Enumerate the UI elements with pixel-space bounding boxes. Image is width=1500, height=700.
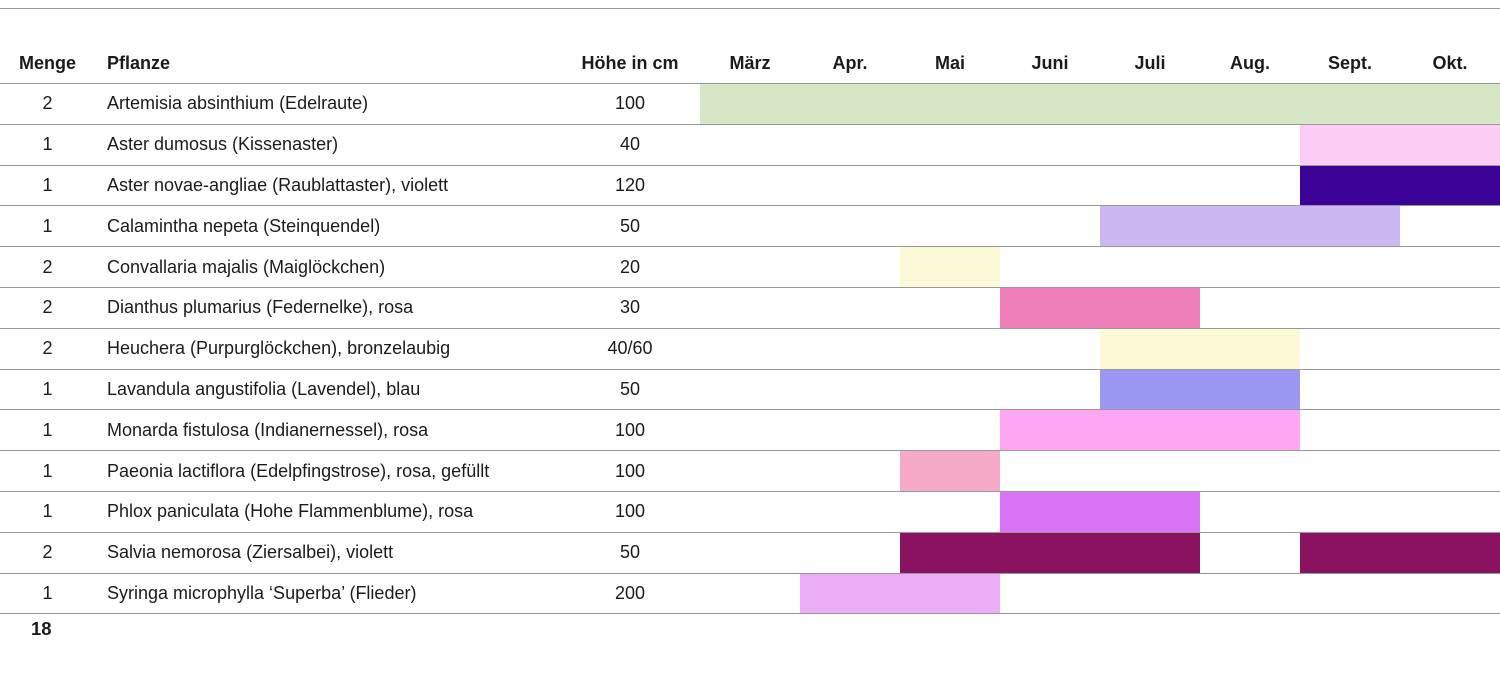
table-row: 2 Convallaria majalis (Maiglöckchen) 20 [0,247,1500,288]
cell-hoehe: 100 [614,93,646,114]
cell-pflanze: Lavandula angustifolia (Lavendel), blau [107,378,421,399]
cell-pflanze: Convallaria majalis (Maiglöckchen) [107,256,386,277]
month-header-4: Juni [1031,53,1069,73]
cell-hoehe: 100 [614,460,646,481]
bloom-bar [1100,328,1300,369]
cell-hoehe: 30 [619,297,641,318]
month-header-8: Okt. [1432,53,1468,73]
cell-menge: 1 [42,134,53,155]
bloom-bars-track [700,328,1500,369]
cell-pflanze: Calamintha nepeta (Steinquendel) [107,215,381,236]
table-row: 2 Artemisia absinthium (Edelraute) 100 [0,84,1500,125]
bloom-bar [1000,287,1200,328]
bloom-bars-track [700,287,1500,328]
cell-menge: 2 [42,93,53,114]
bloom-bars-track [700,206,1500,247]
cell-hoehe: 50 [619,542,641,563]
cell-pflanze: Syringa microphylla ‘Superba’ (Flieder) [107,582,417,603]
plant-bloom-table: Menge Pflanze Höhe in cm März Apr. Mai Juni… [0,9,1500,615]
cell-menge: 1 [42,174,53,195]
cell-hoehe: 50 [619,378,641,399]
bloom-bars-track [700,84,1500,124]
bloom-bar [900,532,1200,573]
table-row: 2 Dianthus plumarius (Federnelke), rosa 30 [0,287,1500,329]
month-header-3: Mai [934,53,965,73]
cell-menge: 2 [42,338,53,359]
cell-pflanze: Artemisia absinthium (Edelraute) [107,93,369,114]
table-row: 1 Phlox paniculata (Hohe Flammenblume), r… [0,491,1500,533]
bloom-bars-track [700,491,1500,532]
cell-pflanze: Monarda fistulosa (Indianernessel), rosa [107,419,429,440]
table-header-row: Menge Pflanze Höhe in cm März Apr. Mai Juni… [0,9,1500,84]
table-row: 1 Aster dumosus (Kissenaster) 40 [0,124,1500,166]
cell-pflanze: Phlox paniculata (Hohe Flammenblume), ro… [107,501,474,522]
table-row: 1 Aster novae-angliae (Raublattaster), vi… [0,165,1500,207]
table-row: 1 Monarda fistulosa (Indianernessel), ros… [0,410,1500,452]
table-row: 1 Syringa microphylla ‘Superba’ (Flieder)… [0,573,1500,615]
cell-hoehe: 100 [614,501,646,522]
cell-menge: 1 [42,460,53,481]
bloom-bars-track [700,247,1500,287]
cell-menge: 1 [42,378,53,399]
month-header-1: März [729,53,771,73]
bloom-bars-track [700,410,1500,451]
bloom-bar [1100,206,1400,247]
cell-pflanze: Salvia nemorosa (Ziersalbei), violett [107,542,394,563]
cell-hoehe: 200 [614,582,646,603]
bloom-bars-track [700,451,1500,491]
bloom-bar [1300,532,1500,573]
bloom-bar [1300,124,1500,165]
bloom-bars-track [700,532,1500,573]
page-number: 18 [31,618,52,639]
bloom-bars-track [700,165,1500,206]
month-header-2: Apr. [832,53,868,73]
bloom-bar [700,84,1500,124]
bloom-bar [1000,491,1200,532]
table-body: 2 Artemisia absinthium (Edelraute) 100 1 Ast… [0,84,1500,615]
table-row: 2 Heuchera (Purpurglöckchen), bronzelaubi… [0,328,1500,370]
bloom-bars-track [700,124,1500,165]
cell-pflanze: Aster dumosus (Kissenaster) [107,134,339,155]
cell-hoehe: 100 [614,419,646,440]
bloom-bars-track [700,573,1500,614]
bloom-bar [900,247,1000,287]
month-header-cells: März Apr. Mai Juni Juli Aug. Sept. Okt. [700,53,1500,74]
table-row: 2 Salvia nemorosa (Ziersalbei), violett 50 [0,532,1500,574]
cell-menge: 2 [42,297,53,318]
cell-pflanze: Paeonia lactiflora (Edelpfingstrose), ro… [107,460,490,481]
bloom-bars-track [700,369,1500,410]
month-header-7: Sept. [1327,53,1372,73]
column-header-hoehe: Höhe in cm [581,53,679,73]
table-row: 1 Paeonia lactiflora (Edelpfingstrose), r… [0,451,1500,492]
cell-menge: 1 [42,501,53,522]
cell-pflanze: Heuchera (Purpurglöckchen), bronzelaubig [107,338,451,359]
bloom-bar [900,451,1000,491]
table-row: 1 Lavandula angustifolia (Lavendel), blau… [0,369,1500,411]
month-header-5: Juli [1134,53,1166,73]
cell-pflanze: Dianthus plumarius (Federnelke), rosa [107,297,414,318]
column-header-pflanze: Pflanze [107,53,171,73]
table-row: 1 Calamintha nepeta (Steinquendel) 50 [0,206,1500,248]
column-header-menge: Menge [18,53,76,73]
cell-pflanze: Aster novae-angliae (Raublattaster), vio… [107,174,449,195]
cell-menge: 2 [42,542,53,563]
bloom-bar [1300,165,1500,206]
bloom-bar [800,573,1000,614]
bloom-bar [1000,410,1300,451]
cell-hoehe: 20 [619,256,641,277]
cell-menge: 1 [42,582,53,603]
cell-menge: 1 [42,215,53,236]
top-divider-line [0,8,1500,9]
cell-hoehe: 40 [619,134,641,155]
cell-hoehe: 40/60 [607,338,653,359]
cell-menge: 2 [42,256,53,277]
month-header-6: Aug. [1230,53,1270,73]
cell-hoehe: 50 [619,215,641,236]
cell-menge: 1 [42,419,53,440]
cell-hoehe: 120 [614,174,646,195]
bloom-bar [1100,369,1300,410]
